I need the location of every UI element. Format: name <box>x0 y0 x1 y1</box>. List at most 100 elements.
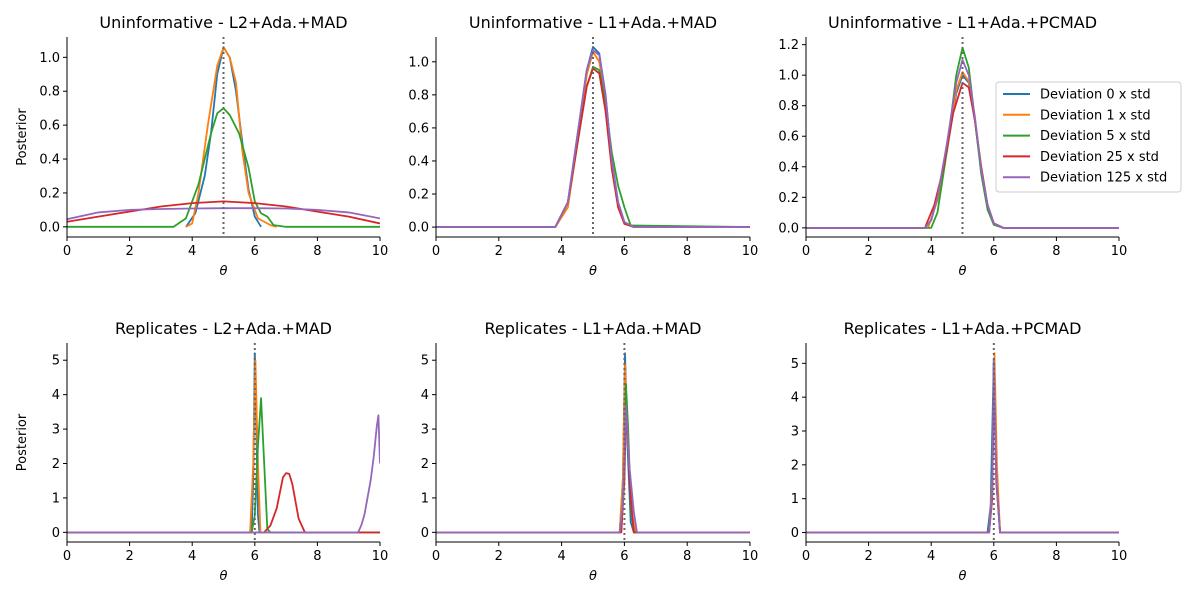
x-tick-label: 8 <box>313 549 321 564</box>
y-tick-label: 4 <box>52 388 60 403</box>
x-tick-label: 4 <box>927 244 935 259</box>
y-tick-label: 0.4 <box>778 160 799 175</box>
x-tick-label: 0 <box>802 244 810 259</box>
x-tick-label: 0 <box>63 549 71 564</box>
subplot-5: 0 2 4 6 8 10 0 1 2 3 4 5 Replicates - L1+Ada.+MAD θ <box>421 319 759 584</box>
y-tick-label: 0 <box>421 526 429 541</box>
y-tick-label: 0.2 <box>408 188 429 203</box>
y-tick-label: 3 <box>52 423 60 438</box>
x-tick-label: 6 <box>620 549 628 564</box>
y-axis-label: Posterior <box>15 108 30 166</box>
series-line-2 <box>806 352 1119 534</box>
y-tick-label: 0.0 <box>778 221 799 236</box>
x-axis-label: θ <box>959 264 967 279</box>
y-tick-label: 1 <box>52 491 60 506</box>
x-tick-label: 0 <box>802 549 810 564</box>
x-tick-label: 10 <box>742 244 759 259</box>
series-line-3 <box>67 397 380 534</box>
subplot-6: 0 2 4 6 8 10 0 1 2 3 4 5 Replicates - L1+Ada.+PCMAD θ <box>791 319 1128 584</box>
series-line-2 <box>67 359 380 534</box>
y-tick-label: 0 <box>52 526 60 541</box>
y-tick-label: 5 <box>791 357 799 372</box>
plot-title: Replicates - L1+Ada.+MAD <box>485 319 702 338</box>
y-tick-label: 4 <box>421 388 429 403</box>
y-tick-label: 1.2 <box>778 38 799 53</box>
y-tick-label: 3 <box>791 424 799 439</box>
legend-label: Deviation 125 x std <box>1040 171 1167 186</box>
y-tick-label: 0.0 <box>408 221 429 236</box>
y-tick-label: 5 <box>421 354 429 369</box>
x-tick-label: 4 <box>927 549 935 564</box>
legend: Deviation 0 x std Deviation 1 x std Deviat… <box>995 81 1182 193</box>
series-line-3 <box>806 362 1119 534</box>
x-tick-label: 6 <box>251 549 259 564</box>
legend-box <box>995 81 1182 193</box>
y-axis-label: Posterior <box>15 413 30 471</box>
y-tick-label: 0 <box>791 526 799 541</box>
series-line-3 <box>806 46 1119 229</box>
legend-label: Deviation 25 x std <box>1040 150 1159 165</box>
series-line-4 <box>67 472 380 534</box>
y-tick-label: 0.4 <box>39 153 60 168</box>
subplot-4: 0 2 4 6 8 10 0 1 2 3 4 5 Replicates - L2+Ada.+MAD θ Po… <box>15 319 388 584</box>
series-line-1 <box>436 352 750 534</box>
subplot-2: 0 2 4 6 8 10 0.0 0.2 0.4 0.6 0.8 1.0 Uninformative -… <box>408 13 758 279</box>
x-tick-label: 6 <box>620 244 628 259</box>
x-tick-label: 10 <box>1111 549 1128 564</box>
x-tick-label: 2 <box>495 244 503 259</box>
y-tick-label: 1.0 <box>408 55 429 70</box>
series-line-3 <box>67 107 380 228</box>
plot-title: Uninformative - L1+Ada.+PCMAD <box>828 13 1097 32</box>
x-tick-label: 8 <box>1052 549 1060 564</box>
plot-title: Replicates - L1+Ada.+PCMAD <box>844 319 1082 338</box>
series-line-5 <box>806 359 1119 534</box>
y-tick-label: 5 <box>52 354 60 369</box>
series-line-1 <box>806 359 1119 534</box>
legend-label: Deviation 0 x std <box>1040 88 1151 103</box>
y-tick-label: 4 <box>791 391 799 406</box>
series-line-2 <box>436 362 750 534</box>
x-axis-label: θ <box>220 569 228 584</box>
x-tick-label: 2 <box>125 244 133 259</box>
series-line-1 <box>67 352 380 534</box>
y-tick-label: 0.8 <box>778 99 799 114</box>
x-tick-label: 10 <box>372 244 389 259</box>
y-tick-label: 0.8 <box>408 88 429 103</box>
x-tick-label: 10 <box>742 549 759 564</box>
legend-label: Deviation 1 x std <box>1040 108 1151 123</box>
series-line-5 <box>67 414 380 534</box>
x-tick-label: 4 <box>557 549 565 564</box>
x-tick-label: 0 <box>432 244 440 259</box>
x-tick-label: 8 <box>683 244 691 259</box>
x-tick-label: 4 <box>188 244 196 259</box>
x-tick-label: 8 <box>313 244 321 259</box>
y-tick-label: 1.0 <box>778 69 799 84</box>
series-line-4 <box>67 200 380 225</box>
x-axis-label: θ <box>220 264 228 279</box>
y-tick-label: 0.8 <box>39 85 60 100</box>
series-line-3 <box>436 383 750 534</box>
y-tick-label: 1 <box>421 491 429 506</box>
series-line-5 <box>436 404 750 534</box>
x-tick-label: 10 <box>1111 244 1128 259</box>
x-tick-label: 8 <box>1052 244 1060 259</box>
y-tick-label: 0.4 <box>408 154 429 169</box>
y-tick-label: 2 <box>791 458 799 473</box>
x-tick-label: 2 <box>864 244 872 259</box>
x-tick-label: 6 <box>251 244 259 259</box>
x-tick-label: 8 <box>683 549 691 564</box>
x-tick-label: 6 <box>990 549 998 564</box>
x-axis-label: θ <box>589 264 597 279</box>
x-axis-label: θ <box>589 569 597 584</box>
plot-title: Replicates - L2+Ada.+MAD <box>115 319 332 338</box>
plot-title: Uninformative - L2+Ada.+MAD <box>99 13 347 32</box>
y-tick-label: 0.6 <box>778 130 799 145</box>
y-tick-label: 0.2 <box>778 191 799 206</box>
y-tick-label: 0.2 <box>39 186 60 201</box>
y-tick-label: 3 <box>421 423 429 438</box>
series-line-5 <box>436 49 750 228</box>
legend-label: Deviation 5 x std <box>1040 129 1151 144</box>
plot-title: Uninformative - L1+Ada.+MAD <box>469 13 717 32</box>
x-axis-label: θ <box>959 569 967 584</box>
